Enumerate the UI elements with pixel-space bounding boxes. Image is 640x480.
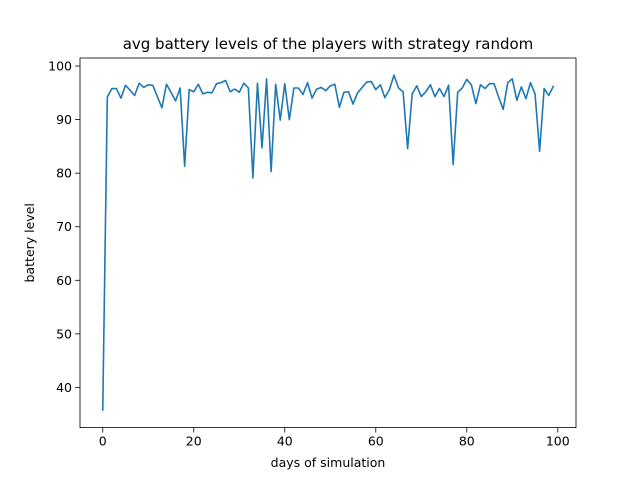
ticks-layer: 0 20 40 60 80 100 40 50 60 70 80 90 100 xyxy=(48,59,570,449)
x-axis-label: days of simulation xyxy=(271,455,386,470)
plot-frame xyxy=(79,57,577,429)
x-tick-label: 20 xyxy=(186,434,202,449)
y-tick-label: 50 xyxy=(56,326,72,341)
y-axis-label: battery level xyxy=(22,203,37,282)
x-tick-label: 80 xyxy=(459,434,475,449)
x-tick-label: 0 xyxy=(99,434,107,449)
y-tick-label: 90 xyxy=(56,112,72,127)
x-tick-label: 60 xyxy=(368,434,384,449)
y-tick-label: 40 xyxy=(56,380,72,395)
x-tick-label: 100 xyxy=(546,434,570,449)
chart-title: avg battery levels of the players with s… xyxy=(123,35,534,53)
y-tick-label: 60 xyxy=(56,273,72,288)
y-tick-label: 70 xyxy=(56,219,72,234)
y-tick-label: 80 xyxy=(56,166,72,181)
y-tick-label: 100 xyxy=(48,59,72,74)
series-layer xyxy=(101,74,555,411)
series-line xyxy=(101,74,555,411)
x-tick-label: 40 xyxy=(277,434,293,449)
